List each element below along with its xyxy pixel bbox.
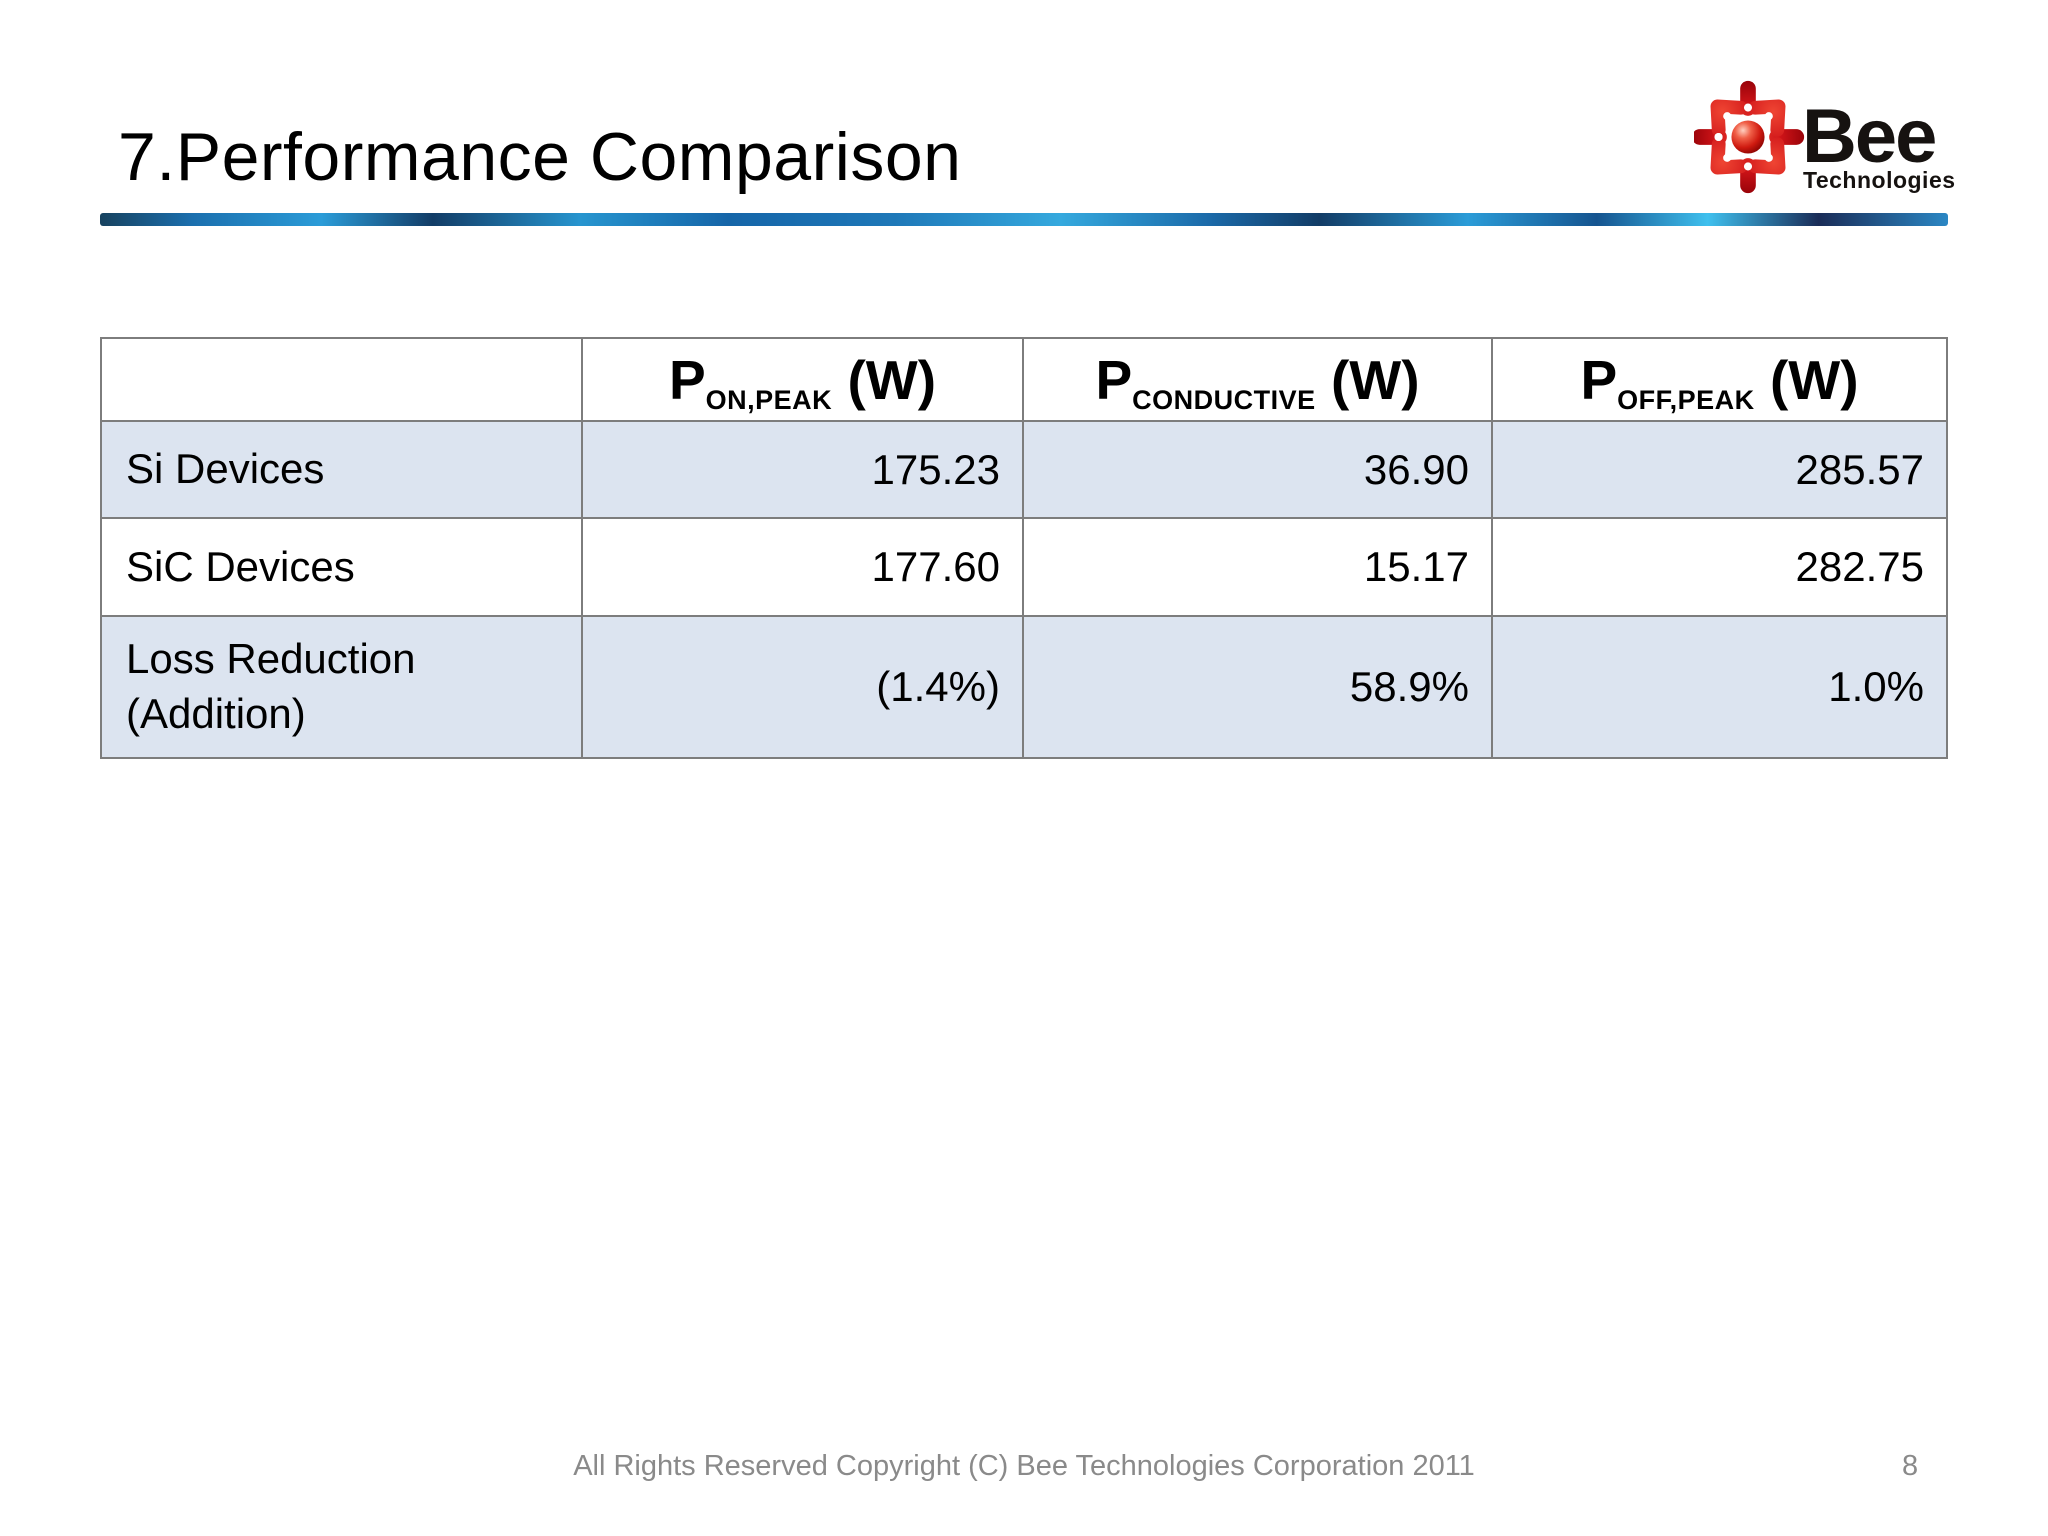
page-title: 7.Performance Comparison — [118, 119, 962, 195]
col-header-pon-peak: PON,PEAK (W) — [581, 337, 1024, 422]
col-header-empty — [100, 337, 583, 422]
col-header-pconductive: PCONDUCTIVE (W) — [1022, 337, 1493, 422]
row-si-devices: Si Devices 175.23 36.90 285.57 — [100, 420, 1948, 519]
logo-brand-text: Bee — [1802, 94, 1935, 179]
cell-value: 36.90 — [1022, 420, 1493, 519]
performance-table: PON,PEAK (W) PCONDUCTIVE (W) POFF,PEAK (… — [100, 337, 1948, 759]
bee-logo: Bee Technologies — [1691, 78, 1966, 196]
row-sic-devices: SiC Devices 177.60 15.17 282.75 — [100, 517, 1948, 617]
header-subscript: OFF,PEAK — [1617, 384, 1755, 415]
table-header-row: PON,PEAK (W) PCONDUCTIVE (W) POFF,PEAK (… — [100, 337, 1948, 422]
cell-value: 175.23 — [581, 420, 1024, 519]
header-subscript: CONDUCTIVE — [1132, 384, 1316, 415]
header-symbol: P — [1580, 348, 1618, 411]
cell-value: 285.57 — [1491, 420, 1948, 519]
cell-value: 282.75 — [1491, 517, 1948, 617]
cell-value: (1.4%) — [581, 615, 1024, 759]
page-number: 8 — [1902, 1450, 1919, 1482]
row-loss-reduction: Loss Reduction (Addition) (1.4%) 58.9% 1… — [100, 615, 1948, 759]
header-unit: (W) — [1315, 348, 1420, 411]
col-header-poff-peak: POFF,PEAK (W) — [1491, 337, 1948, 422]
header-unit: (W) — [1754, 348, 1859, 411]
row-label: SiC Devices — [100, 517, 583, 617]
cell-value: 1.0% — [1491, 615, 1948, 759]
footer-copyright: All Rights Reserved Copyright (C) Bee Te… — [573, 1450, 1475, 1482]
bee-asterisk-icon — [1691, 80, 1805, 194]
title-divider-band — [100, 213, 1948, 226]
header-subscript: ON,PEAK — [705, 384, 833, 415]
bee-logo-graphic: Bee Technologies — [1691, 80, 1956, 194]
header-unit: (W) — [832, 348, 937, 411]
logo-subtitle-text: Technologies — [1803, 167, 1956, 193]
cell-value: 15.17 — [1022, 517, 1493, 617]
cell-value: 177.60 — [581, 517, 1024, 617]
row-label: Si Devices — [100, 420, 583, 519]
cell-value: 58.9% — [1022, 615, 1493, 759]
header-symbol: P — [1095, 348, 1133, 411]
header-symbol: P — [668, 348, 706, 411]
row-label: Loss Reduction (Addition) — [100, 615, 583, 759]
